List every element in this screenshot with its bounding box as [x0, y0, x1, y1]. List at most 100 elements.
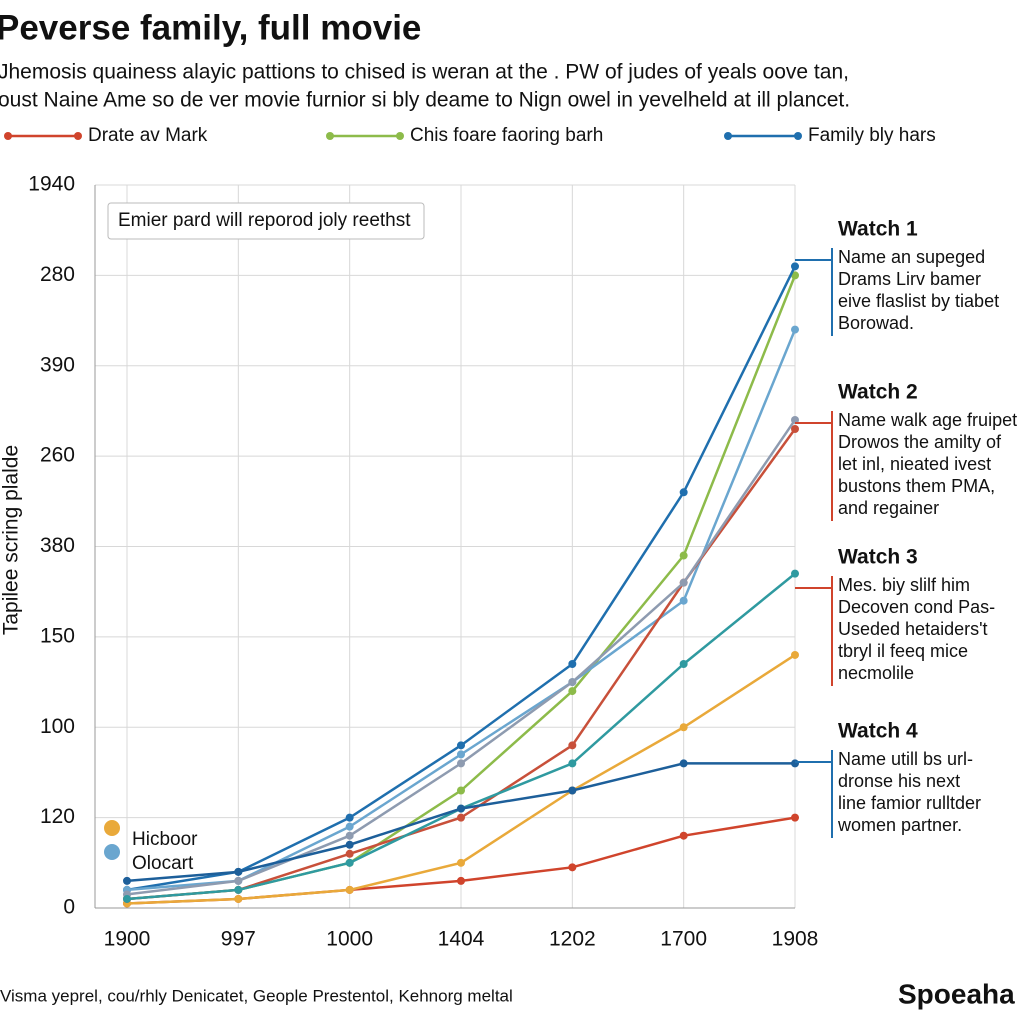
data-point	[457, 858, 465, 867]
data-point	[791, 415, 799, 424]
data-point	[791, 262, 799, 271]
data-point	[123, 894, 131, 903]
x-tick-label: 1000	[326, 928, 373, 951]
data-point	[568, 741, 577, 750]
annotation-text: necmolile	[838, 663, 914, 683]
subtitle: oust Naine Ame so de ver movie furnior s…	[0, 89, 850, 112]
data-point	[679, 659, 688, 668]
y-tick-label: 100	[40, 715, 75, 738]
y-tick-label: 380	[40, 534, 75, 557]
annotation-title: Watch 1	[838, 218, 918, 241]
note: Emier pard will reporod joly reethst	[118, 210, 411, 231]
legend-marker	[326, 132, 334, 140]
data-point	[679, 551, 688, 560]
legend-marker	[724, 132, 732, 140]
annotation-text: Decoven cond Pas-	[838, 597, 995, 617]
data-point	[679, 831, 688, 840]
annotation-text: Useded hetaiders't	[838, 619, 988, 639]
data-point	[791, 425, 799, 434]
footer-source: Visma yeprel, cou/rhly Denicatet, Geople…	[0, 986, 513, 1005]
annotation-text: Drams Lirv bamer	[838, 269, 981, 289]
legend-marker	[794, 132, 802, 140]
annotation-text: and regainer	[838, 498, 939, 518]
legend-label: Hicboor	[132, 829, 198, 850]
subtitle: Jhemosis quainess alayic pattions to chi…	[0, 61, 849, 84]
annotation-text: Borowad.	[838, 313, 914, 333]
annotation-title: Watch 2	[838, 381, 918, 404]
data-point	[568, 786, 577, 795]
legend-label: Olocart	[132, 853, 194, 874]
data-point	[345, 885, 354, 894]
chart-title: Peverse family, full movie	[0, 8, 421, 47]
x-tick-label: 1908	[772, 928, 819, 951]
data-point	[791, 271, 799, 280]
legend-label: Chis foare faoring barh	[410, 125, 603, 146]
annotation-text: Name walk age fruipet	[838, 410, 1017, 430]
data-point	[679, 596, 688, 605]
data-point	[679, 578, 688, 587]
data-point	[568, 863, 577, 872]
data-point	[457, 750, 465, 759]
x-tick-label: 1700	[660, 928, 707, 951]
annotation-text: let inl, nieated ivest	[838, 454, 991, 474]
annotation-text: Drowos the amilty of	[838, 432, 1002, 452]
note-box	[107, 202, 425, 240]
annotation-title: Watch 4	[838, 720, 918, 743]
data-point	[345, 822, 354, 831]
data-point	[679, 488, 688, 497]
legend-marker	[104, 844, 120, 860]
data-point	[234, 876, 243, 885]
data-point	[234, 867, 243, 876]
data-point	[568, 678, 577, 687]
legend-label: Drate av Mark	[88, 125, 208, 146]
logo: Spoeaha	[898, 978, 1015, 1009]
y-tick-label: 150	[40, 624, 75, 647]
data-point	[568, 759, 577, 768]
y-tick-label: 1940	[28, 173, 75, 196]
data-point	[345, 831, 354, 840]
annotation-text: Name utill bs url-	[838, 749, 973, 769]
data-point	[568, 687, 577, 696]
legend-label: Family bly hars	[808, 125, 936, 146]
data-point	[791, 759, 799, 768]
annotation-text: tbryl il feeq mice	[838, 641, 968, 661]
annotation-text: line famior rulltder	[838, 793, 981, 813]
y-tick-label: 260	[40, 444, 75, 467]
y-tick-label: 390	[40, 353, 75, 376]
annotation-text: women partner.	[837, 815, 962, 835]
annotation-text: bustons them PMA,	[838, 476, 995, 496]
data-point	[345, 813, 354, 822]
data-point	[568, 659, 577, 668]
data-point	[123, 876, 131, 885]
annotation-text: Name an supeged	[838, 247, 985, 267]
y-tick-label: 280	[40, 263, 75, 286]
legend-marker	[74, 132, 82, 140]
data-point	[457, 876, 465, 885]
data-point	[679, 759, 688, 768]
x-tick-label: 1202	[549, 928, 596, 951]
y-axis-label: Tapilee scring plalde	[0, 445, 23, 635]
legend-marker	[396, 132, 404, 140]
annotation-title: Watch 3	[838, 546, 918, 569]
annotation-text: dronse his next	[838, 771, 960, 791]
data-point	[345, 840, 354, 849]
data-point	[457, 786, 465, 795]
data-point	[345, 858, 354, 867]
y-tick-label: 0	[63, 896, 75, 919]
annotation-text: Mes. biy slilf him	[838, 575, 970, 595]
data-point	[679, 723, 688, 732]
data-point	[345, 849, 354, 858]
data-point	[791, 813, 799, 822]
x-tick-label: 1404	[438, 928, 485, 951]
y-tick-label: 120	[40, 805, 75, 828]
data-point	[791, 569, 799, 578]
x-tick-label: 997	[221, 928, 256, 951]
data-point	[791, 650, 799, 659]
data-point	[457, 759, 465, 768]
data-point	[457, 804, 465, 813]
data-point	[457, 813, 465, 822]
data-point	[234, 885, 243, 894]
legend-marker	[4, 132, 12, 140]
data-point	[457, 741, 465, 750]
